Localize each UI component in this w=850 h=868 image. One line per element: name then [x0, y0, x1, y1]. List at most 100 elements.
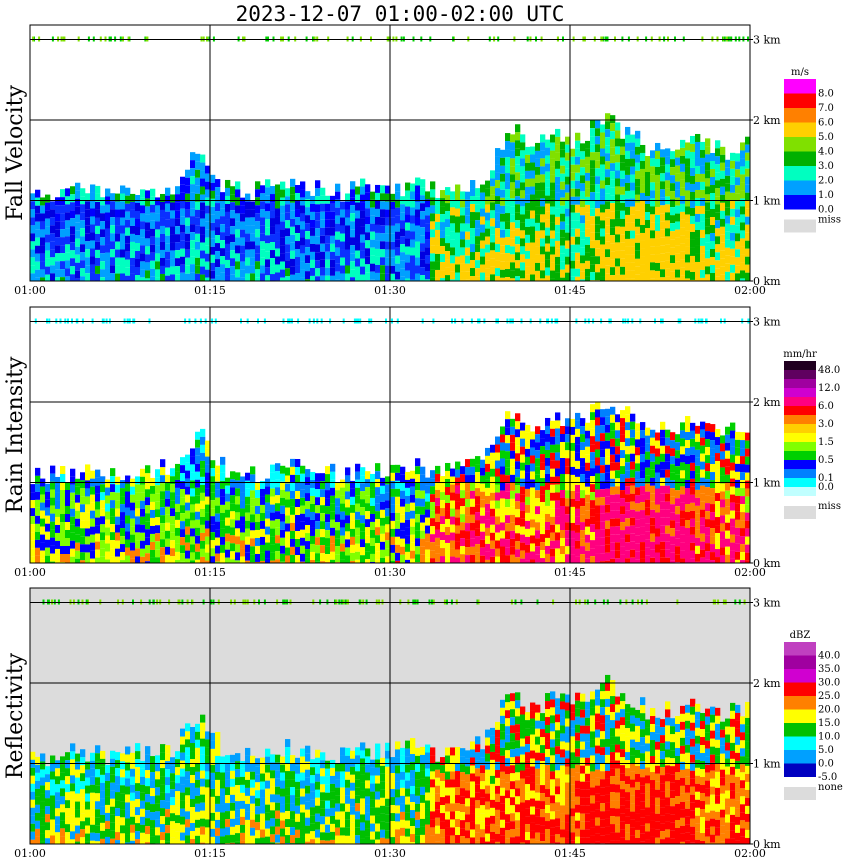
field-cell [575, 468, 581, 477]
field-cell [80, 821, 86, 830]
field-cell [85, 201, 91, 210]
field-cell [575, 172, 581, 181]
field-cell [225, 203, 231, 212]
field-cell [180, 776, 186, 785]
field-cell [645, 276, 651, 281]
field-cell [520, 558, 526, 563]
field-cell [215, 529, 221, 538]
field-cell [180, 264, 186, 273]
field-cell [365, 511, 371, 520]
field-cell [405, 487, 411, 496]
field-cell [385, 548, 391, 557]
field-cell [365, 248, 371, 257]
field-cell [615, 430, 621, 439]
field-cell [305, 231, 311, 240]
field-cell [370, 537, 376, 546]
field-cell [325, 474, 331, 483]
field-cell [425, 549, 431, 558]
field-cell [485, 188, 491, 197]
field-cell [250, 225, 256, 234]
field-cell [200, 722, 206, 731]
field-cell [255, 181, 261, 190]
field-cell [650, 222, 656, 231]
field-cell [540, 222, 546, 231]
field-cell [340, 511, 346, 520]
field-cell [80, 496, 86, 505]
field-cell [160, 499, 166, 508]
field-cell [730, 470, 736, 479]
field-cell [480, 272, 486, 281]
field-cell [145, 206, 151, 215]
field-cell [410, 550, 416, 559]
field-cell [380, 265, 386, 274]
field-cell [520, 534, 526, 543]
field-cell [150, 533, 156, 542]
field-cell [615, 258, 621, 267]
field-cell [330, 195, 336, 204]
field-cell [530, 210, 536, 219]
field-cell [605, 528, 611, 537]
field-cell [565, 208, 571, 217]
field-cell [360, 467, 366, 476]
field-cell [140, 277, 146, 281]
field-cell [365, 551, 371, 560]
field-cell [730, 216, 736, 225]
field-cell [85, 761, 91, 770]
field-cell [505, 531, 511, 540]
field-cell [465, 215, 471, 224]
x-tick-label: 02:00 [734, 566, 766, 579]
field-cell [140, 253, 146, 262]
field-cell [160, 491, 166, 500]
field-cell [240, 508, 246, 517]
field-cell [405, 254, 411, 263]
field-cell [450, 524, 456, 533]
field-cell [645, 491, 651, 500]
field-cell [40, 518, 46, 527]
field-cell [355, 186, 361, 195]
field-cell [125, 267, 131, 276]
field-cell [600, 433, 606, 442]
field-cell [700, 461, 706, 470]
field-cell [120, 217, 126, 226]
field-cell [150, 188, 156, 197]
field-cell [715, 228, 721, 237]
field-cell [60, 237, 66, 246]
field-cell [470, 554, 476, 563]
field-cell [535, 150, 541, 159]
field-cell [100, 798, 106, 807]
field-cell [285, 475, 291, 484]
field-cell [115, 201, 121, 210]
field-cell [680, 518, 686, 527]
colorbar-swatch [784, 180, 816, 195]
field-cell [465, 531, 471, 540]
field-cell [670, 480, 676, 489]
field-cell [155, 533, 161, 542]
field-cell [150, 788, 156, 797]
field-cell [275, 224, 281, 233]
field-cell [605, 552, 611, 561]
field-cell [140, 197, 146, 206]
field-cell [655, 230, 661, 239]
field-cell [645, 236, 651, 244]
field-cell [610, 139, 616, 148]
field-cell [435, 481, 441, 490]
field-cell [235, 520, 241, 529]
x-tick-label: 01:15 [194, 566, 226, 579]
field-cell [550, 246, 556, 255]
field-cell [110, 798, 116, 807]
field-cell [700, 189, 706, 198]
field-cell [655, 536, 661, 545]
field-cell [305, 247, 311, 256]
field-cell [655, 214, 661, 223]
field-cell [545, 545, 551, 554]
field-cell [660, 149, 666, 158]
field-cell [185, 739, 191, 748]
field-cell [435, 553, 441, 562]
field-cell [540, 142, 546, 151]
field-cell [560, 157, 566, 166]
field-cell [395, 464, 401, 473]
field-cell [620, 538, 626, 547]
field-cell [155, 229, 161, 238]
field-cell [50, 265, 56, 274]
field-cell [680, 219, 686, 228]
